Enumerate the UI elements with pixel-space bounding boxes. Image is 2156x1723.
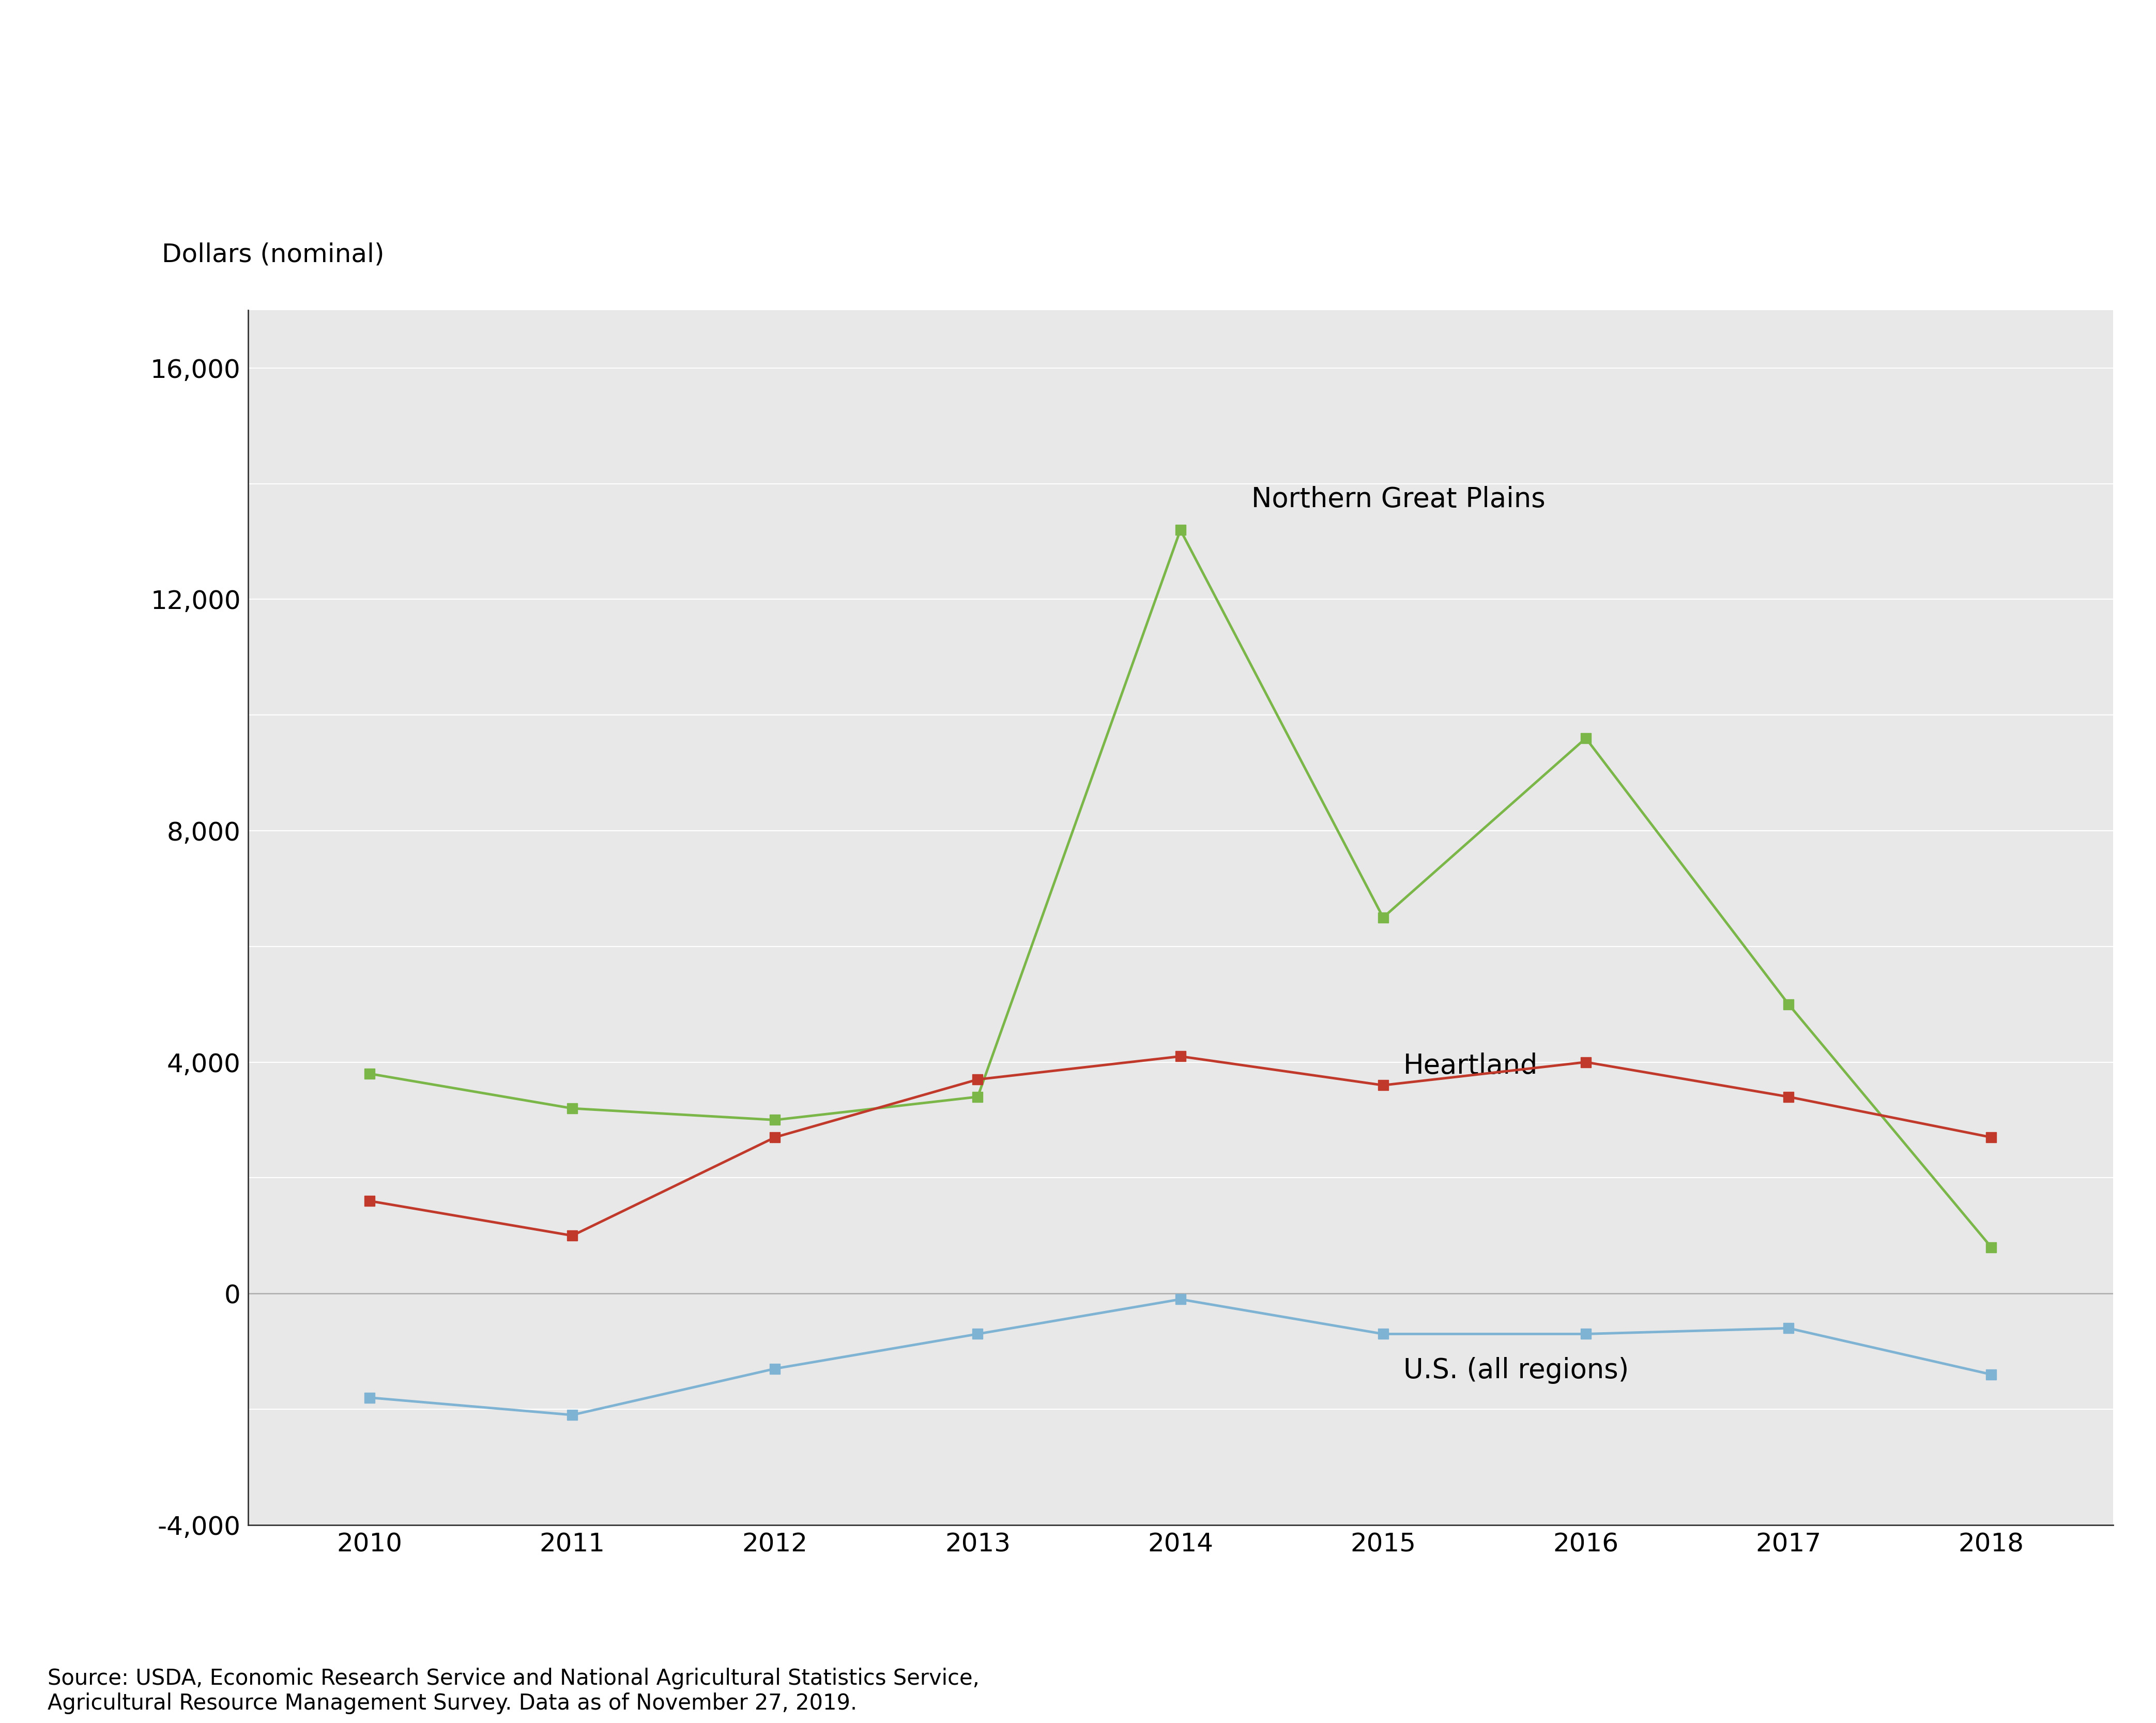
Text: Source: USDA, Economic Research Service and National Agricultural Statistics Ser: Source: USDA, Economic Research Service …	[47, 1668, 979, 1714]
Text: U.S. (all regions): U.S. (all regions)	[1404, 1358, 1630, 1384]
Text: Dollars (nominal): Dollars (nominal)	[162, 243, 384, 267]
Text: regions, 2010-18: regions, 2010-18	[47, 164, 403, 200]
Text: Median household income from farming by selected ERS resource: Median household income from farming by …	[47, 57, 1434, 93]
Text: Northern Great Plains: Northern Great Plains	[1250, 486, 1546, 513]
Text: Heartland: Heartland	[1404, 1053, 1537, 1079]
